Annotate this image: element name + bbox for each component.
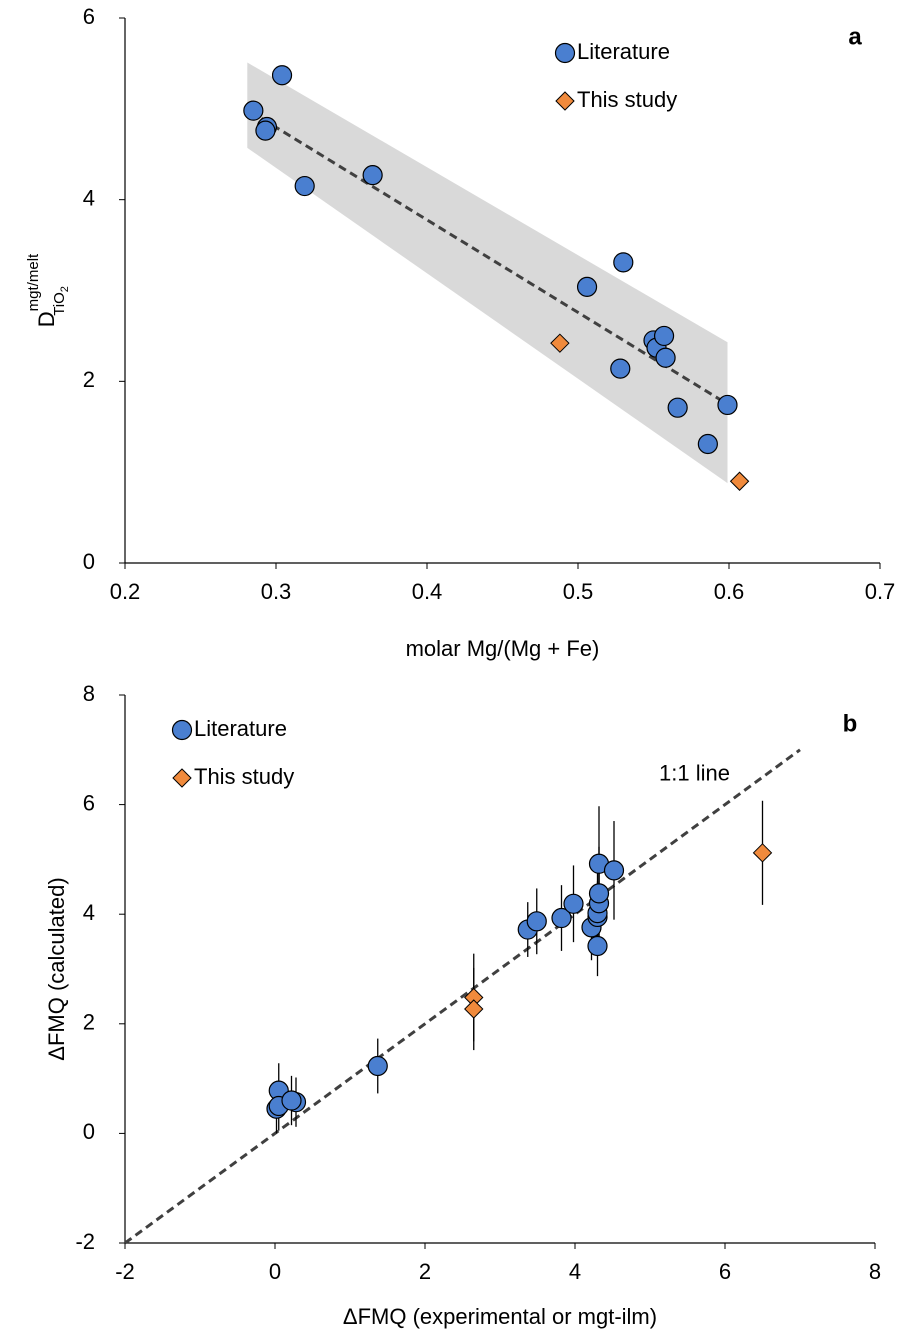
circle-point: [362, 165, 383, 186]
fit-line: [124, 748, 801, 1245]
x-tick-label: 0.6: [714, 579, 745, 604]
x-tick-label: 0.5: [563, 579, 594, 604]
diamond-point: [729, 471, 750, 491]
circle-point: [610, 358, 631, 379]
legend-label: This study: [577, 87, 677, 112]
y-title-subsub: 2: [59, 286, 71, 292]
x-tick-label: 0.2: [110, 579, 141, 604]
x-tick-label: 2: [419, 1259, 431, 1284]
x-axis-title: ΔFMQ (experimental or mgt-ilm): [343, 1304, 657, 1329]
y-tick-label: 6: [83, 4, 95, 29]
circle-point: [587, 935, 608, 957]
y-tick-label: -2: [75, 1229, 95, 1254]
panel-label: a: [848, 23, 862, 50]
confidence-band: [247, 62, 728, 484]
legend-label: Literature: [194, 716, 287, 741]
circle-point: [294, 175, 315, 197]
y-tick-label: 4: [83, 900, 95, 925]
circle-point: [667, 397, 688, 418]
legend-marker: [555, 91, 575, 111]
x-tick-label: 0.3: [261, 579, 292, 604]
circle-point: [551, 907, 572, 929]
x-tick-label: 0.7: [865, 579, 896, 604]
x-tick-label: 0: [269, 1259, 281, 1284]
line-label: 1:1 line: [659, 761, 730, 786]
legend-marker: [172, 768, 192, 788]
diamond-point: [550, 333, 570, 353]
x-tick-label: 4: [569, 1259, 581, 1284]
x-tick-label: -2: [115, 1259, 135, 1284]
y-tick-label: 6: [83, 790, 95, 815]
circle-point: [281, 1090, 302, 1111]
circle-point: [255, 120, 276, 141]
x-tick-label: 0.4: [412, 579, 443, 604]
y-tick-label: 4: [83, 185, 95, 210]
fit-line: [249, 110, 726, 404]
diamond-point: [752, 843, 773, 863]
y-tick-label: 0: [83, 1119, 95, 1144]
legend-label: Literature: [577, 39, 670, 64]
legend-marker: [554, 42, 576, 64]
legend-label: This study: [194, 764, 294, 789]
y-title-sup: mgt/melt: [25, 253, 42, 311]
x-axis-title: molar Mg/(Mg + Fe): [406, 636, 600, 661]
y-axis-title: Dmgt/melt TiO2: [25, 253, 71, 327]
circle-point: [697, 433, 718, 455]
y-title-main: ΔFMQ (calculated): [44, 877, 69, 1060]
circle-point: [717, 394, 738, 416]
y-tick-label: 8: [83, 681, 95, 706]
y-tick-label: 2: [83, 367, 95, 392]
circle-point: [576, 276, 598, 297]
x-tick-label: 8: [869, 1259, 881, 1284]
legend-marker: [171, 719, 193, 741]
circle-point: [526, 911, 547, 932]
circle-point: [243, 100, 264, 121]
diamond-point: [464, 999, 484, 1019]
y-tick-label: 2: [83, 1010, 95, 1035]
x-tick-label: 6: [719, 1259, 731, 1284]
y-title-main: D: [34, 311, 59, 327]
circle-point: [653, 325, 675, 347]
circle-point: [655, 347, 676, 368]
y-title-sub: TiO: [51, 292, 68, 316]
circle-point: [603, 860, 625, 881]
y-tick-label: 0: [83, 549, 95, 574]
y-axis-title: ΔFMQ (calculated): [44, 877, 69, 1060]
panel-label: b: [843, 710, 858, 737]
circle-point: [563, 893, 584, 914]
circle-point: [613, 252, 634, 273]
circle-point: [588, 883, 610, 904]
circle-point: [367, 1055, 388, 1077]
circle-point: [271, 65, 293, 86]
